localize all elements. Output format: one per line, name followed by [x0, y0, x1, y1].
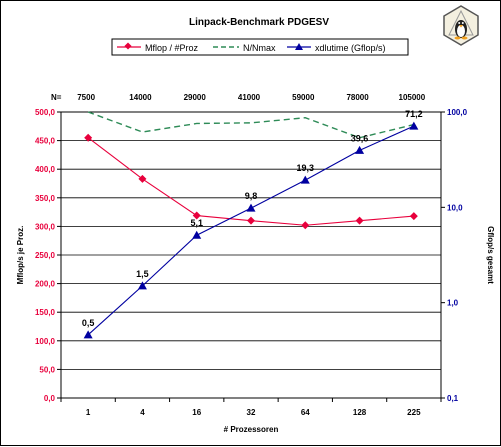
- n-value-label: 14000: [129, 93, 152, 102]
- point-mflop: [409, 212, 418, 221]
- x-axis-title: # Prozessoren: [224, 425, 279, 434]
- point-xdlutime: [192, 230, 202, 239]
- point-xdlutime: [83, 330, 93, 339]
- legend-label-xdlutime: xdlutime (Gflop/s): [315, 43, 386, 53]
- data-label-xdlutime: 5,1: [190, 218, 203, 228]
- right-axis-ticks: 0,1 1,0 10,0 100,0: [441, 108, 468, 403]
- right-tick-label: 1,0: [447, 299, 459, 308]
- left-tick-label: 350,0: [35, 194, 56, 203]
- x-tick-label: 1: [86, 408, 91, 417]
- x-tick-label: 16: [192, 408, 201, 417]
- point-xdlutime: [246, 203, 256, 212]
- left-tick-label: 300,0: [35, 222, 56, 231]
- right-tick-label: 0,1: [447, 394, 459, 403]
- data-label-xdlutime: 39,6: [351, 133, 369, 143]
- n-value-label: 78000: [346, 93, 369, 102]
- point-mflop: [355, 216, 364, 225]
- left-tick-label: 50,0: [39, 365, 55, 374]
- left-tick-label: 200,0: [35, 280, 56, 289]
- legend: Mflop / #Proz N/Nmax xdlutime (Gflop/s): [111, 38, 409, 56]
- data-label-xdlutime: 0,5: [82, 318, 95, 328]
- legend-box: [111, 38, 409, 56]
- left-axis-ticks: 0,0 50,0 100,0 150,0 200,0 250,0 300,0 350,0 400…: [35, 108, 61, 403]
- y-axis-right-title: Gflop/s gesamt: [486, 226, 495, 284]
- gridlines: [61, 140, 441, 370]
- point-mflop: [138, 174, 147, 183]
- right-tick-label: 10,0: [447, 203, 463, 212]
- left-tick-label: 400,0: [35, 165, 56, 174]
- n-prefix-label: N=: [51, 93, 62, 102]
- data-label-xdlutime: 9,8: [245, 191, 258, 201]
- legend-label-mflop: Mflop / #Proz: [145, 43, 199, 53]
- series-mflop: [84, 133, 418, 230]
- point-mflop: [247, 216, 255, 225]
- n-value-label: 41000: [238, 93, 261, 102]
- left-tick-label: 250,0: [35, 251, 56, 260]
- n-value-label: 59000: [292, 93, 315, 102]
- legend-label-nnmax: N/Nmax: [243, 43, 276, 53]
- left-tick-label: 500,0: [35, 108, 56, 117]
- point-xdlutime: [300, 175, 310, 184]
- x-tick-label: 64: [301, 408, 310, 417]
- data-label-xdlutime: 19,3: [297, 163, 315, 173]
- x-tick-label: 4: [140, 408, 145, 417]
- x-tick-label: 32: [247, 408, 256, 417]
- n-value-label: 7500: [77, 93, 95, 102]
- left-tick-label: 450,0: [35, 137, 56, 146]
- right-tick-label: 100,0: [447, 108, 468, 117]
- left-tick-label: 0,0: [44, 394, 56, 403]
- point-mflop: [301, 221, 310, 230]
- point-mflop: [192, 211, 201, 220]
- data-label-xdlutime: 71,2: [405, 109, 423, 119]
- x-tick-label: 128: [353, 408, 367, 417]
- left-tick-label: 150,0: [35, 308, 56, 317]
- xdlutime-data-labels: 0,5 1,5 5,1 9,8 19,3 39,6 71,2: [82, 109, 423, 328]
- n-values-row: 7500 14000 29000 41000 59000 78000 105000: [77, 93, 426, 102]
- x-axis-ticks: 1 4 16 32 64 128 225: [60, 398, 442, 417]
- point-xdlutime: [137, 281, 147, 290]
- series-xdlutime: [83, 121, 419, 339]
- x-tick-label: 225: [407, 408, 421, 417]
- point-xdlutime: [355, 145, 365, 154]
- chart-title: Linpack-Benchmark PDGESV: [189, 17, 329, 28]
- tux-penguin-icon: [443, 5, 479, 46]
- y-axis-left-title: Mflop/s je Proz.: [16, 226, 25, 285]
- n-value-label: 29000: [184, 93, 207, 102]
- n-value-label: 105000: [399, 93, 426, 102]
- point-mflop: [84, 133, 93, 142]
- left-tick-label: 100,0: [35, 337, 56, 346]
- point-xdlutime: [409, 121, 419, 130]
- legend-marker-xdlutime: [295, 43, 303, 50]
- data-label-xdlutime: 1,5: [136, 269, 149, 279]
